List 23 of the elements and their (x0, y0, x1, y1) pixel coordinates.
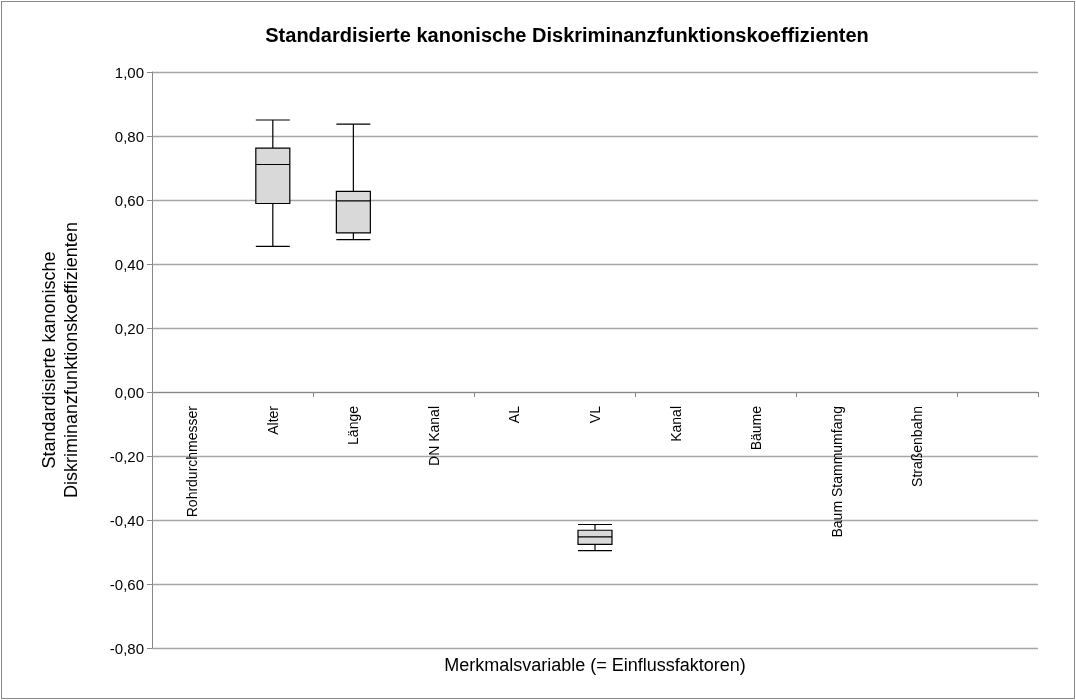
y-tick-label: -0,60 (109, 575, 144, 593)
x-tick-label: Länge (345, 405, 362, 445)
x-axis-title: Merkmalsvariable (= Einflussfaktoren) (444, 655, 746, 675)
x-tick-label: VL (587, 405, 603, 424)
y-tick-label: 0,80 (114, 127, 144, 145)
x-tick-label: Alter (264, 405, 281, 435)
y-axis-title: Standardisierte kanonische Diskriminanzfunktionskoeffizienten (39, 222, 81, 498)
y-tick-label: -0,20 (109, 447, 144, 465)
x-tick-label: AL (506, 405, 523, 424)
y-tick-label: 0,00 (114, 383, 144, 401)
x-tick-label: Baum Stammumfang (828, 406, 845, 538)
x-tick-label: DN Kanal (425, 406, 442, 466)
y-tick-label: -0,40 (109, 511, 144, 529)
x-tick-label: Straßenbahn (909, 406, 926, 487)
y-tick-label: 0,20 (114, 319, 144, 337)
y-tick-label: -0,80 (109, 639, 144, 657)
x-tick-label: Bäume (748, 405, 765, 451)
x-tick-label: Kanal (667, 406, 684, 442)
y-tick-label: 1,00 (114, 63, 144, 81)
chart-title: Standardisierte kanonische Diskriminanzfunktionskoeffizienten (265, 24, 869, 46)
x-tick-label: Rohrdurchmesser (184, 405, 201, 518)
y-tick-label: 0,40 (114, 255, 144, 273)
y-tick-label: 0,60 (114, 191, 144, 209)
